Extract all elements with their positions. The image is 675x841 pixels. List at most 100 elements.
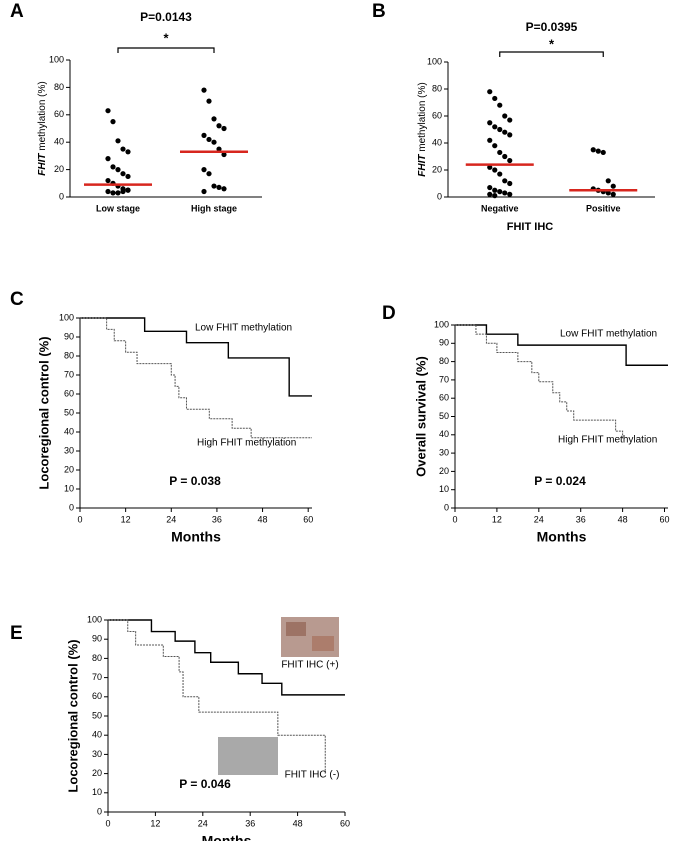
data-point — [125, 187, 131, 193]
y-tick-label: 80 — [54, 82, 64, 92]
data-point — [120, 146, 126, 152]
x-axis-label: FHIT IHC — [507, 221, 553, 233]
y-tick-label: 20 — [439, 466, 449, 476]
data-point — [201, 188, 207, 195]
y-tick-label: 10 — [439, 484, 449, 494]
x-tick-label: Negative — [481, 203, 519, 213]
data-point — [507, 180, 513, 187]
ihc-positive-texture — [312, 636, 334, 651]
data-point — [487, 191, 493, 197]
x-tick-label: 36 — [245, 818, 255, 828]
data-point — [221, 186, 227, 192]
data-point — [492, 167, 498, 173]
survival-curve — [80, 317, 312, 439]
x-tick-label: 48 — [258, 514, 268, 524]
data-point — [216, 146, 222, 152]
data-point — [125, 149, 131, 155]
series-label: High FHIT methylation — [558, 435, 657, 446]
p-value: P=0.0395 — [526, 20, 578, 34]
data-point — [610, 191, 616, 197]
data-point — [605, 190, 611, 196]
data-point — [507, 117, 513, 123]
series-label: FHIT IHC (+) — [281, 660, 338, 671]
x-tick-label: 36 — [576, 514, 586, 524]
y-tick-label: 40 — [439, 429, 449, 439]
x-tick-label: 60 — [303, 514, 313, 524]
y-tick-label: 70 — [439, 374, 449, 384]
ihc-positive-texture — [286, 622, 306, 636]
y-tick-label: 100 — [59, 312, 74, 322]
data-point — [125, 173, 131, 180]
y-tick-label: 40 — [64, 426, 74, 436]
data-point — [595, 148, 601, 154]
x-tick-label: 60 — [340, 818, 350, 828]
y-axis-label: FHIT methylation (%) — [417, 82, 428, 176]
panel-label: D — [382, 303, 396, 324]
survival-curve — [455, 324, 624, 439]
panel-label: C — [10, 289, 24, 310]
y-axis-label-gene: FHIT — [417, 154, 428, 177]
significance-bracket — [117, 47, 215, 53]
data-point — [610, 183, 616, 189]
data-point — [487, 89, 493, 95]
y-tick-label: 70 — [92, 672, 102, 682]
data-point — [105, 108, 111, 114]
significance-bracket — [499, 51, 604, 57]
data-point — [492, 193, 498, 199]
x-tick-label: 24 — [166, 514, 176, 524]
y-axis-label-text: methylation (%) — [417, 82, 428, 151]
y-tick-label: 10 — [64, 483, 74, 493]
y-axis-label-gene: FHIT — [37, 153, 48, 176]
x-tick-label: Positive — [586, 203, 621, 213]
y-tick-label: 50 — [64, 407, 74, 417]
data-point — [502, 178, 508, 184]
x-tick-label: 24 — [198, 818, 208, 828]
y-tick-label: 100 — [427, 56, 442, 66]
data-point — [487, 137, 493, 143]
x-tick-label: 12 — [121, 514, 131, 524]
survival-curve — [80, 317, 312, 397]
data-point — [502, 190, 508, 196]
survival-curve — [108, 619, 326, 774]
data-point — [110, 190, 116, 196]
y-tick-label: 50 — [92, 710, 102, 720]
data-point — [497, 102, 503, 108]
x-tick-label: 0 — [105, 818, 110, 828]
significance-star: * — [163, 30, 169, 45]
p-value: P = 0.046 — [179, 777, 231, 791]
y-tick-label: 20 — [64, 464, 74, 474]
y-tick-label: 0 — [59, 191, 64, 201]
data-point — [206, 136, 212, 143]
data-point — [502, 129, 508, 135]
y-axis-label: Locoregional control (%) — [65, 639, 80, 792]
data-point — [487, 184, 493, 191]
data-point — [507, 191, 513, 197]
panel-label: B — [372, 1, 386, 22]
y-tick-label: 0 — [437, 191, 442, 201]
x-tick-label: 24 — [534, 514, 544, 524]
data-point — [487, 164, 493, 170]
x-tick-label: 12 — [492, 514, 502, 524]
p-value: P=0.0143 — [140, 10, 192, 24]
data-point — [206, 98, 212, 104]
data-point — [507, 157, 513, 164]
series-label: Low FHIT methylation — [195, 323, 292, 334]
y-tick-label: 20 — [92, 768, 102, 778]
y-axis-label: Overall survival (%) — [413, 356, 428, 477]
data-point — [206, 171, 212, 177]
y-tick-label: 80 — [432, 83, 442, 93]
y-tick-label: 60 — [432, 110, 442, 120]
y-tick-label: 30 — [64, 445, 74, 455]
data-point — [492, 124, 498, 130]
data-point — [115, 167, 121, 173]
y-tick-label: 60 — [64, 388, 74, 398]
y-tick-label: 30 — [439, 447, 449, 457]
series-label: Low FHIT methylation — [560, 329, 657, 340]
data-point — [497, 149, 503, 156]
data-point — [110, 164, 116, 170]
data-point — [492, 187, 498, 193]
y-tick-label: 30 — [92, 749, 102, 759]
data-point — [600, 149, 606, 156]
data-point — [211, 139, 217, 145]
